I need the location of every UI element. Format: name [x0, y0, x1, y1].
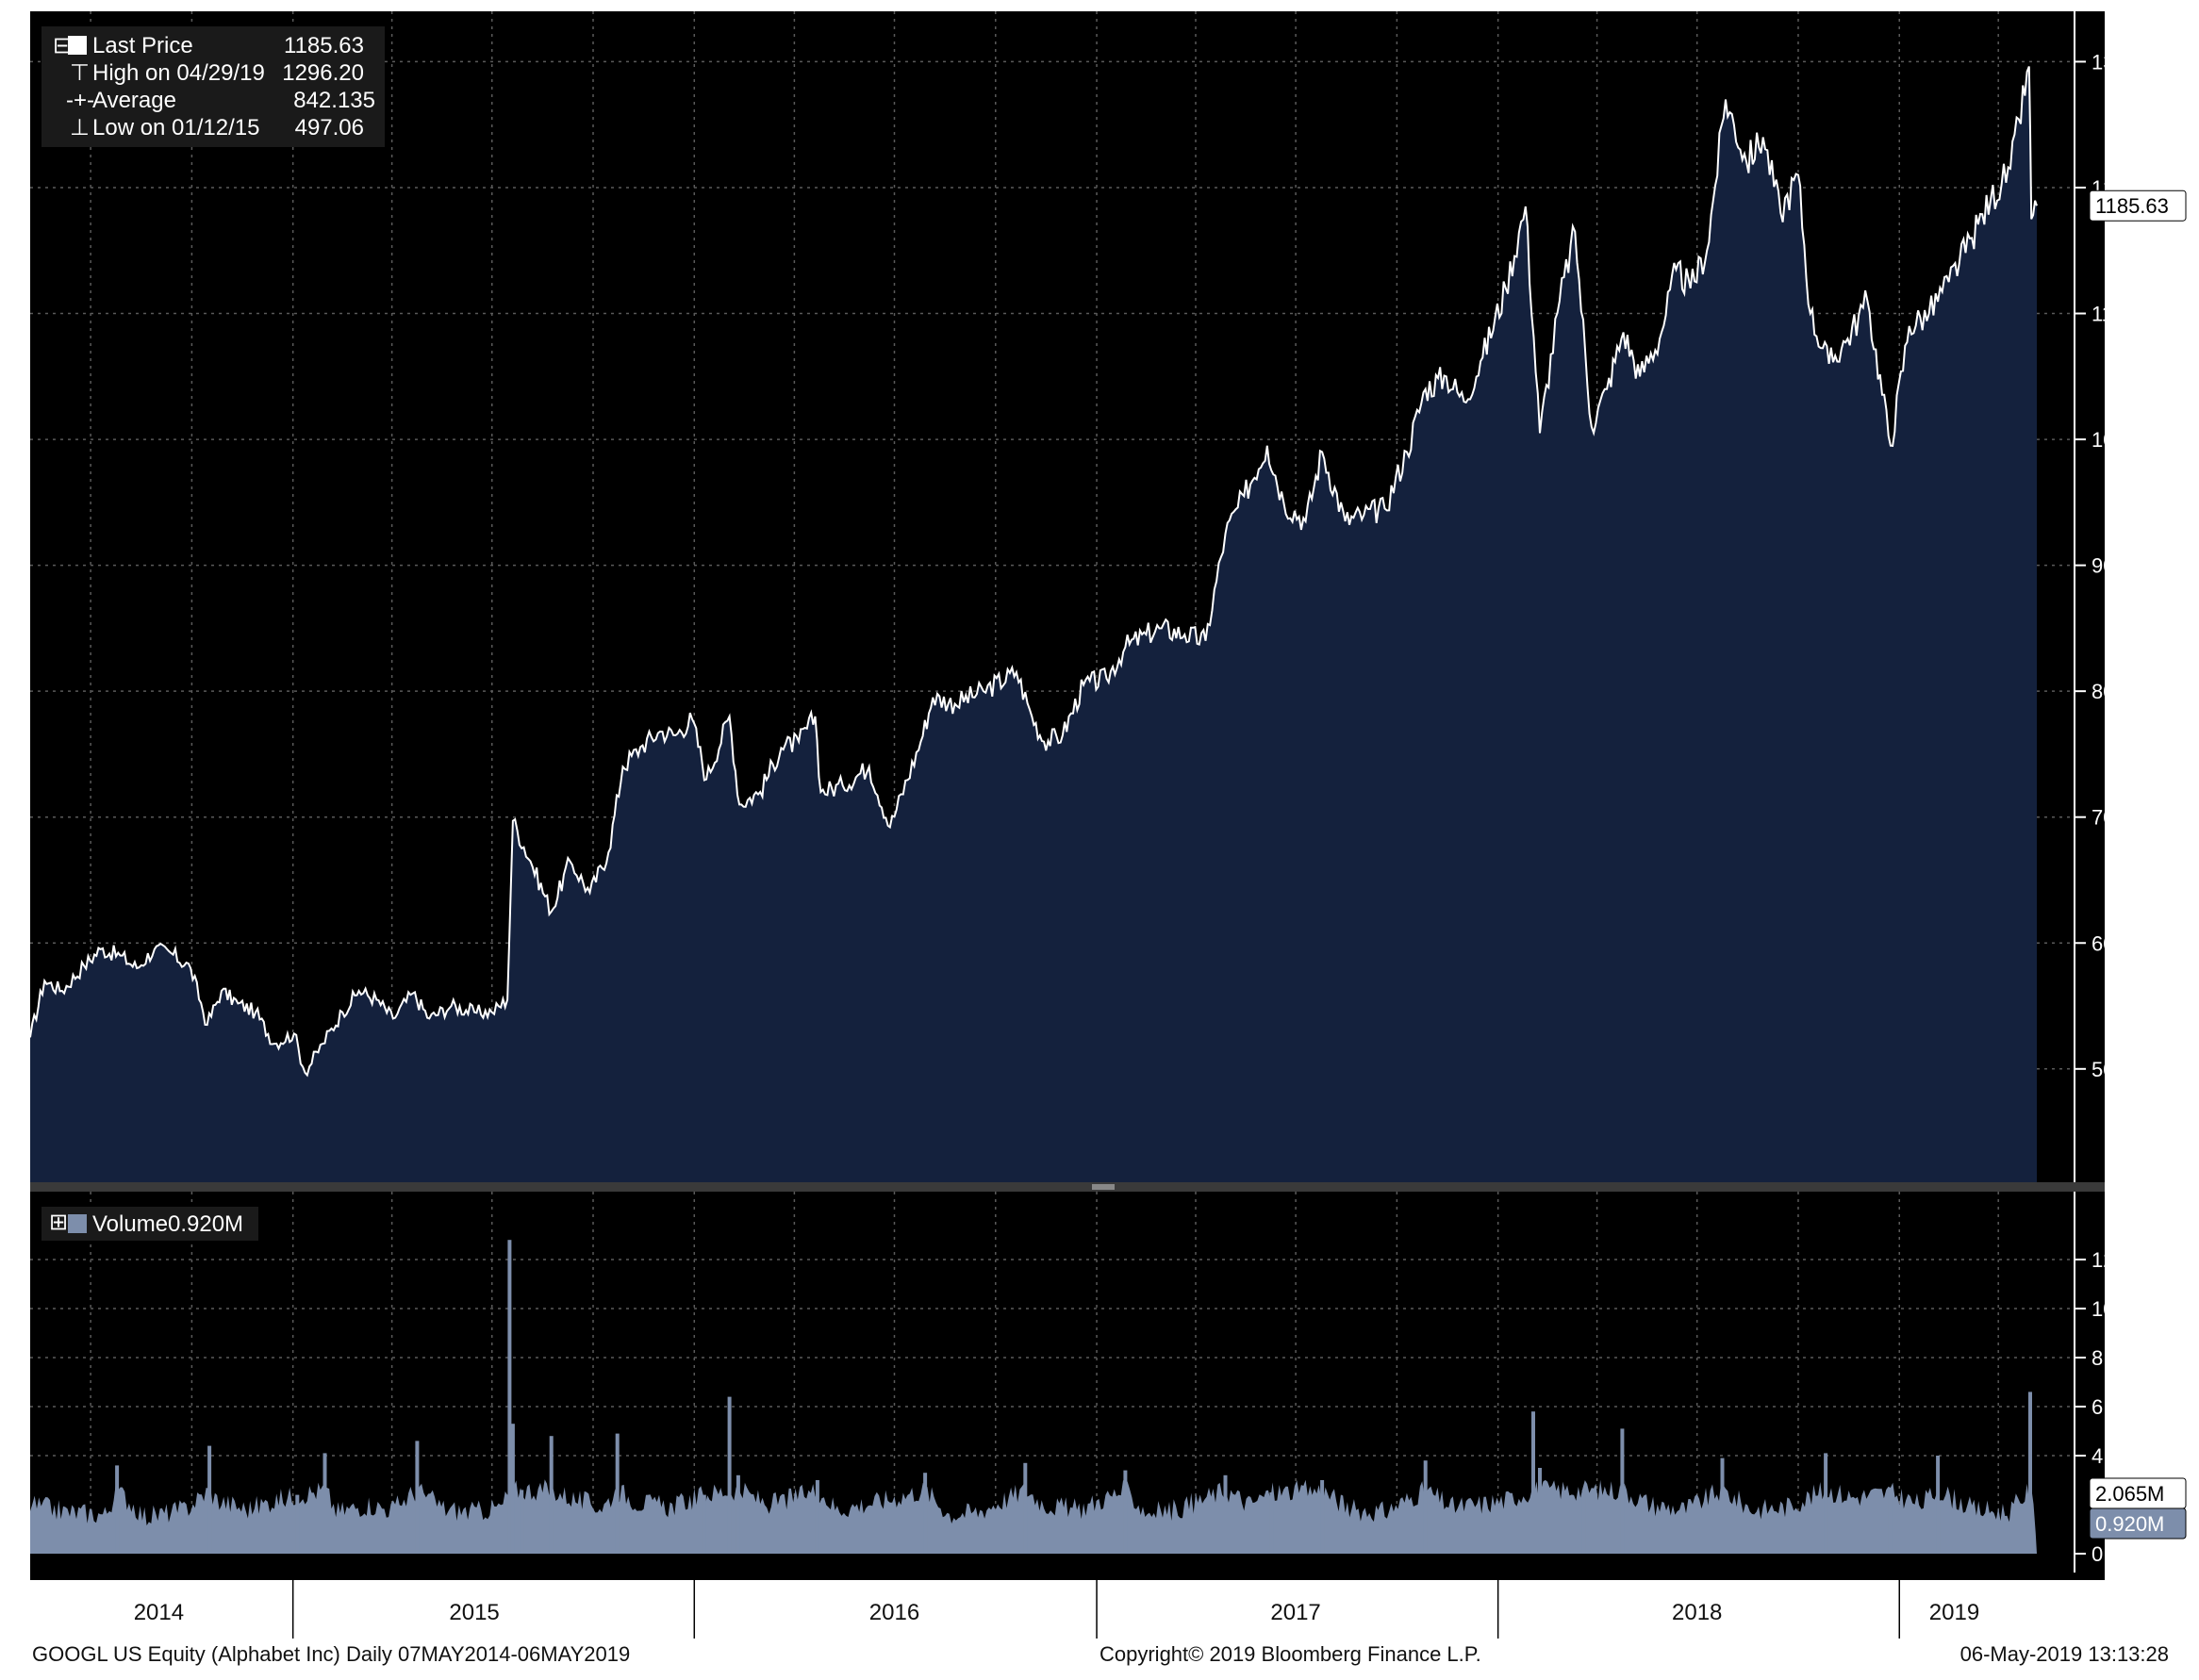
volume-bars: [115, 1240, 2032, 1554]
legend-last-price-label: Last Price: [92, 33, 193, 58]
volume-bar: [207, 1445, 212, 1554]
volume-y-tick-label: 8M: [2092, 1346, 2121, 1370]
volume-bar: [1824, 1453, 1828, 1554]
volume-swatch: [68, 1214, 87, 1233]
x-year-label: 2019: [1929, 1600, 1979, 1625]
legend-low-label: Low on 01/12/15: [92, 115, 259, 140]
legend-high-label: High on 04/29/19: [92, 60, 265, 86]
volume-bar: [923, 1473, 928, 1554]
volume-expand-icon[interactable]: ⊞: [49, 1210, 68, 1235]
volume-last-tag: 0.920M: [2089, 1507, 2187, 1540]
legend-high-value: 1296.20: [282, 60, 364, 86]
volume-last-tag-value: 0.920M: [2095, 1512, 2164, 1536]
volume-bar: [115, 1465, 120, 1554]
volume-y-tick-label: 6M: [2092, 1395, 2121, 1419]
x-axis-band: [30, 1578, 2105, 1642]
x-year-label: 2014: [134, 1600, 184, 1625]
volume-legend-label: Volume: [92, 1211, 168, 1237]
x-axis: 2014 2015 2016 2017 2018 2019: [30, 1578, 2105, 1642]
volume-average-tag-value: 2.065M: [2095, 1482, 2164, 1506]
volume-bar: [1123, 1470, 1128, 1554]
volume-legend-value: 0.920M: [168, 1211, 243, 1237]
price-area: [30, 66, 2037, 1182]
volume-y-tick-label: 0: [2092, 1542, 2103, 1566]
last-price-swatch: [68, 36, 87, 55]
volume-bar: [322, 1453, 327, 1554]
volume-bar: [1320, 1480, 1325, 1554]
footer-security-info: GOOGL US Equity (Alphabet Inc) Daily 07M…: [32, 1642, 630, 1666]
volume-panel: 0 4M 6M 8M 10M 12M ⊞ Volume 0.920M 2.065M 0.9…: [30, 1192, 2187, 1578]
volume-bar: [1720, 1458, 1725, 1554]
panel-resize-handle[interactable]: [1092, 1184, 1115, 1190]
volume-bar: [1223, 1474, 1228, 1554]
high-marker-icon: ⊤: [70, 60, 90, 86]
price-line: [29, 66, 2038, 1078]
price-y-tick-label: 500: [2092, 1058, 2126, 1081]
volume-bar: [1888, 1492, 1893, 1554]
volume-bar: [1538, 1468, 1542, 1554]
volume-bar: [295, 1494, 300, 1554]
volume-bar: [1023, 1462, 1028, 1554]
price-y-tick-label: 800: [2092, 680, 2126, 703]
collapse-icon[interactable]: ⊟: [53, 33, 72, 58]
price-y-tick-label: 700: [2092, 806, 2126, 830]
volume-bar: [1936, 1456, 1941, 1554]
footer: GOOGL US Equity (Alphabet Inc) Daily 07M…: [32, 1642, 2169, 1666]
price-y-tick-label: 900: [2092, 554, 2126, 578]
legend-average-label: Average: [92, 88, 176, 113]
volume-y-tick-label: 10M: [2092, 1297, 2132, 1321]
x-year-label: 2018: [1672, 1600, 1722, 1625]
legend-low-value: 497.06: [295, 115, 364, 140]
footer-timestamp: 06-May-2019 13:13:28: [1960, 1642, 2169, 1666]
volume-bar: [815, 1480, 819, 1554]
volume-bar: [736, 1474, 740, 1554]
last-price-tag-value: 1185.63: [2095, 194, 2169, 218]
volume-last-tag-box: [2089, 1507, 2187, 1540]
volume-legend: ⊞ Volume 0.920M: [41, 1207, 258, 1241]
x-year-ticks: 2014 2015 2016 2017 2018 2019: [134, 1579, 1979, 1639]
price-y-tick-label: 1300: [2092, 50, 2138, 74]
volume-y-tick-label: 12M: [2092, 1248, 2132, 1272]
volume-bar: [727, 1396, 732, 1554]
volume-grid: [30, 1192, 2075, 1554]
panel-divider[interactable]: [30, 1182, 2105, 1192]
volume-y-axis: 0 4M 6M 8M 10M 12M: [2074, 1192, 2132, 1573]
x-year-label: 2016: [869, 1600, 919, 1625]
volume-bar: [615, 1433, 620, 1554]
x-year-label: 2015: [449, 1600, 499, 1625]
price-y-tick-label: 1100: [2092, 303, 2136, 326]
average-marker-icon: -+-: [66, 88, 94, 113]
price-legend: ⊟ Last Price 1185.63 ⊤ High on 04/29/19 …: [41, 26, 385, 147]
price-y-tick-label: 600: [2092, 931, 2126, 955]
low-marker-icon: ⊥: [70, 115, 90, 140]
volume-bar: [1581, 1490, 1586, 1554]
volume-bar: [510, 1424, 515, 1554]
volume-bar: [1269, 1492, 1274, 1554]
volume-bar: [1620, 1428, 1625, 1554]
x-year-label: 2017: [1270, 1600, 1320, 1625]
volume-bar: [507, 1240, 512, 1554]
legend-average-value: 842.135: [293, 88, 375, 113]
volume-bar: [1531, 1411, 1535, 1554]
volume-bar: [1423, 1460, 1428, 1554]
volume-bar: [2028, 1392, 2032, 1554]
volume-y-tick-label: 4M: [2092, 1444, 2121, 1468]
last-price-tag: 1185.63: [2089, 189, 2187, 222]
price-y-tick-label: 1000: [2092, 428, 2138, 452]
last-price-tag-box: [2089, 189, 2187, 222]
volume-average-tag: 2.065M: [2089, 1477, 2187, 1509]
volume-bar: [520, 1490, 524, 1554]
legend-background: [41, 26, 385, 147]
volume-bar: [702, 1494, 706, 1554]
footer-copyright: Copyright© 2019 Bloomberg Finance L.P.: [1100, 1642, 1481, 1666]
legend-last-price-value: 1185.63: [284, 33, 364, 58]
volume-bar: [549, 1436, 554, 1554]
volume-bar: [415, 1441, 420, 1554]
